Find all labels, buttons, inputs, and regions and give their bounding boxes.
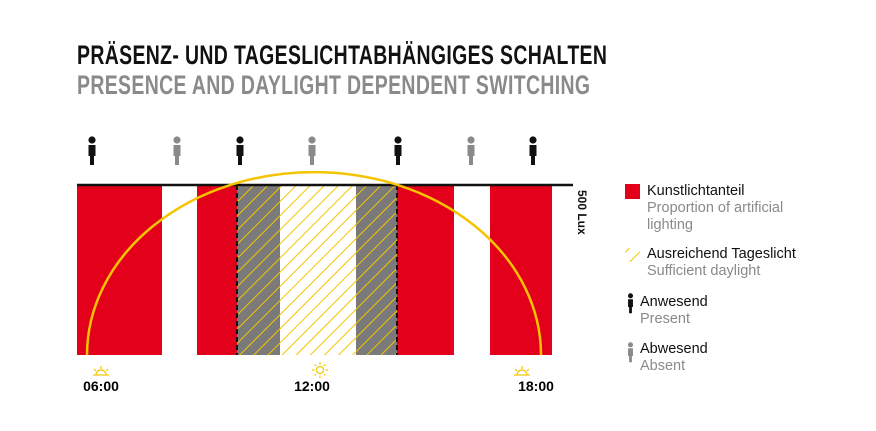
person-present-icon xyxy=(627,293,634,314)
legend-icons xyxy=(625,184,640,363)
artificial-light-bar xyxy=(77,185,162,355)
artificial-light-bar xyxy=(197,185,237,355)
title-english: PRESENCE AND DAYLIGHT DEPENDENT SWITCHIN… xyxy=(77,70,591,100)
time-label-1200: 12:00 xyxy=(294,378,330,394)
yellow-hatch-icon xyxy=(625,248,640,262)
legend-daylight: Ausreichend Tageslicht Sufficient daylig… xyxy=(647,246,796,279)
presence-row xyxy=(88,136,537,165)
person-present-icon xyxy=(236,136,244,165)
person-absent-icon xyxy=(308,136,316,165)
artificial-light-bar xyxy=(397,185,454,355)
sunset-icon xyxy=(514,366,530,376)
red-square-icon xyxy=(625,184,640,199)
time-label-1800: 18:00 xyxy=(518,378,554,394)
daylight-hatch xyxy=(237,185,397,355)
person-absent-icon xyxy=(627,342,634,363)
time-label-0600: 06:00 xyxy=(83,378,119,394)
sun-icon xyxy=(312,362,328,378)
time-axis: 06:00 12:00 18:00 xyxy=(83,362,554,394)
person-absent-icon xyxy=(467,136,475,165)
person-present-icon xyxy=(394,136,402,165)
threshold-label: 500 Lux xyxy=(575,190,589,235)
daylight-curve xyxy=(85,170,543,356)
artificial-light-bar xyxy=(490,185,552,355)
title-german: PRÄSENZ- UND TAGESLICHTABHÄNGIGES SCHALT… xyxy=(77,40,608,70)
legend-absent: Abwesend Absent xyxy=(640,341,708,374)
person-present-icon xyxy=(88,136,96,165)
lighting-bars xyxy=(77,185,552,355)
sunrise-icon xyxy=(93,366,109,376)
person-present-icon xyxy=(529,136,537,165)
person-absent-icon xyxy=(173,136,181,165)
legend-present: Anwesend Present xyxy=(640,294,708,327)
legend-artificial: Kunstlichtanteil Proportion of artificia… xyxy=(647,183,784,233)
